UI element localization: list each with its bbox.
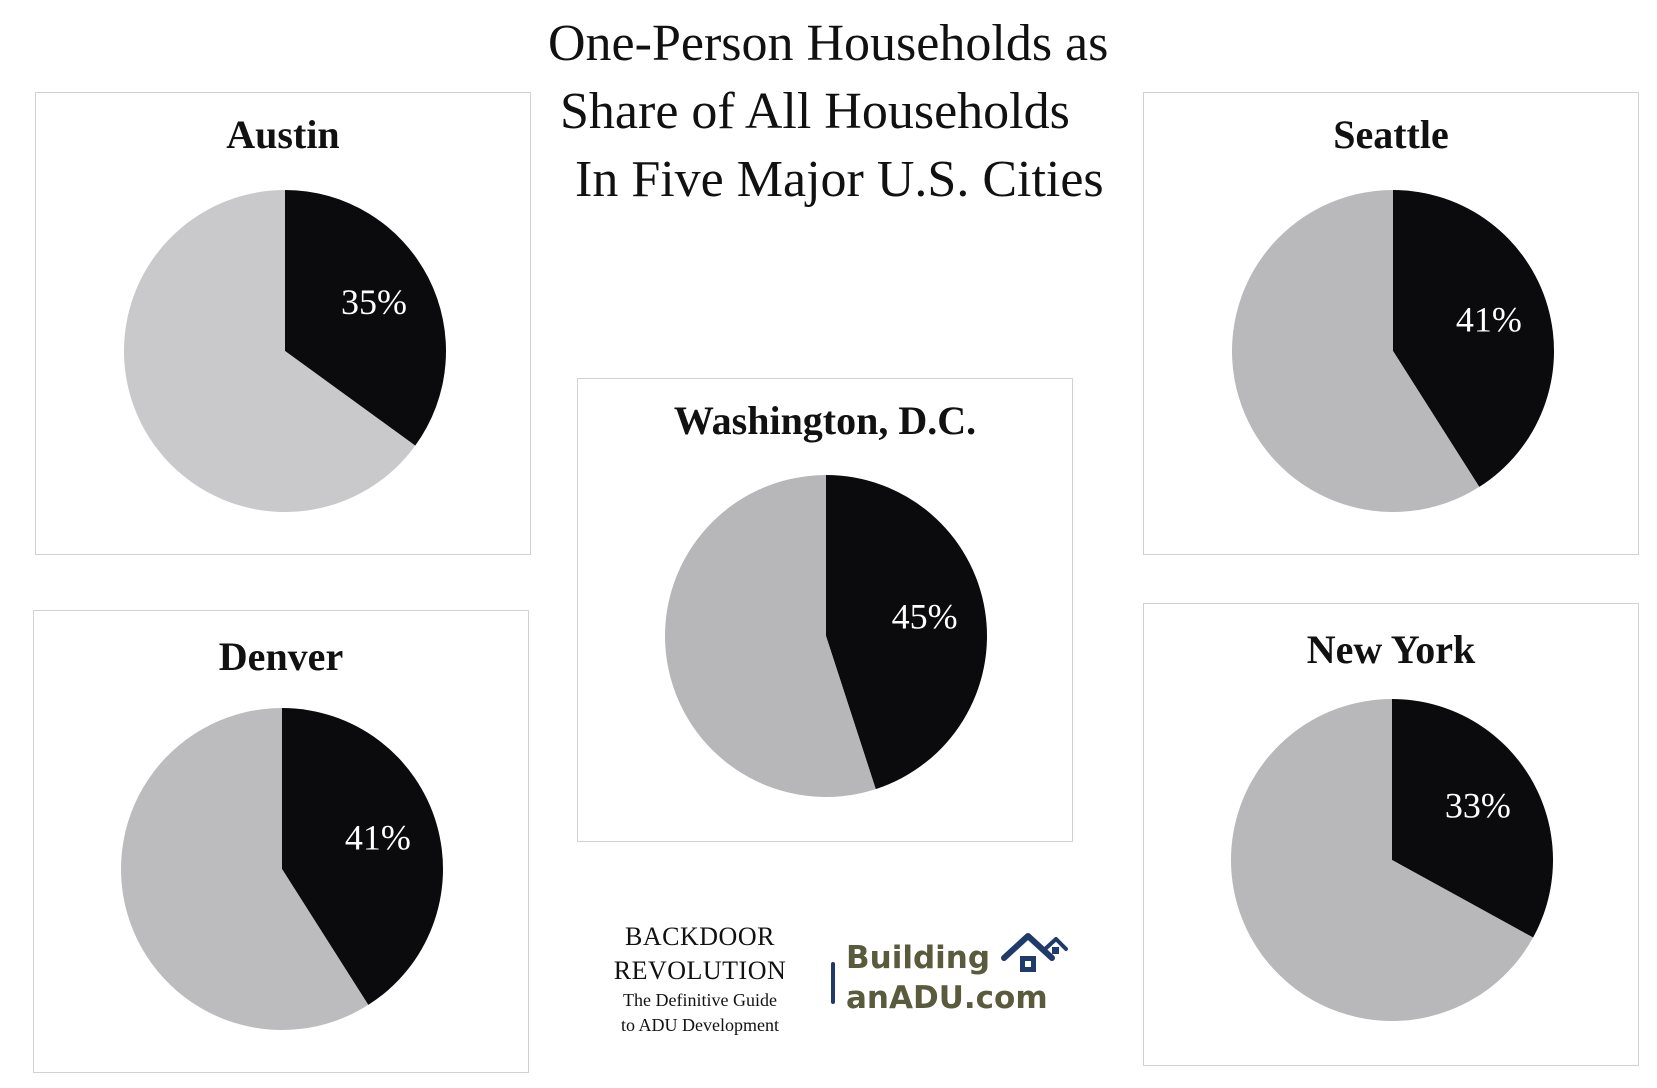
tagline-line-1: The Definitive Guide — [623, 990, 777, 1010]
pie-slice-austin-other — [123, 190, 416, 512]
buildinganadu-logo: Building anADU.com — [846, 938, 1086, 1018]
pie-chart-denver: 41% — [121, 708, 444, 1030]
site-name-line-1: Building — [846, 940, 991, 976]
backdoor-text: BACKDOOR — [625, 922, 775, 951]
pie-slice-seattle-other — [1232, 190, 1480, 512]
title-line-3: In Five Major U.S. Cities — [575, 151, 1104, 208]
pie-panel-denver: Denver 41% — [33, 610, 529, 1073]
pie-slice-seattle-one-person — [1393, 190, 1554, 487]
pie-title-seattle: Seattle — [1333, 112, 1449, 157]
pie-chart-washington-dc: 45% — [664, 475, 987, 797]
pie-label-seattle: 41% — [1456, 299, 1522, 339]
pie-chart-new-york: 33% — [1231, 699, 1553, 1021]
house-icon — [1001, 933, 1068, 972]
backdoor-revolution-logo: BACKDOOR REVOLUTION The Definitive Guide… — [590, 920, 810, 1038]
pie-label-washington-d-c: 45% — [892, 597, 958, 637]
site-name-line-2: anADU.com — [846, 980, 1048, 1016]
branding: BACKDOOR REVOLUTION The Definitive Guide… — [590, 920, 1070, 1040]
pie-slice-new-york-other — [1231, 699, 1534, 1021]
pie-title-austin: Austin — [226, 112, 340, 157]
title-line-1: One-Person Households as — [548, 15, 1109, 72]
pie-slice-denver-one-person — [282, 708, 444, 1005]
pie-panel-washington-dc: Washington, D.C. 45% — [577, 378, 1073, 842]
pie-title-denver: Denver — [218, 634, 344, 679]
pie-slice-washington-d-c-other — [664, 475, 876, 797]
chart-title: One-Person Households as Share of All Ho… — [500, 10, 1200, 214]
pie-panel-new-york: New York 33% — [1143, 603, 1639, 1066]
pie-label-denver: 41% — [345, 817, 411, 857]
pie-slice-austin-one-person — [285, 190, 446, 446]
pie-title-new-york: New York — [1306, 627, 1476, 672]
pie-slice-new-york-one-person — [1392, 699, 1553, 938]
pie-title-washington-dc: Washington, D.C. — [673, 398, 977, 443]
tagline-line-2: to ADU Development — [621, 1015, 779, 1035]
pie-panel-austin: Austin 35% — [35, 92, 531, 555]
pie-chart-austin: 35% — [123, 190, 446, 512]
pie-slice-washington-d-c-one-person — [826, 475, 987, 790]
title-line-2: Share of All Households — [560, 83, 1070, 140]
brand-separator — [831, 962, 835, 1004]
pie-label-new-york: 33% — [1445, 785, 1511, 825]
pie-slice-denver-other — [121, 708, 369, 1030]
pie-label-austin: 35% — [341, 282, 407, 322]
revolution-text: REVOLUTION — [613, 956, 787, 985]
pie-panel-seattle: Seattle 41% — [1143, 92, 1639, 555]
pie-chart-seattle: 41% — [1232, 190, 1554, 512]
